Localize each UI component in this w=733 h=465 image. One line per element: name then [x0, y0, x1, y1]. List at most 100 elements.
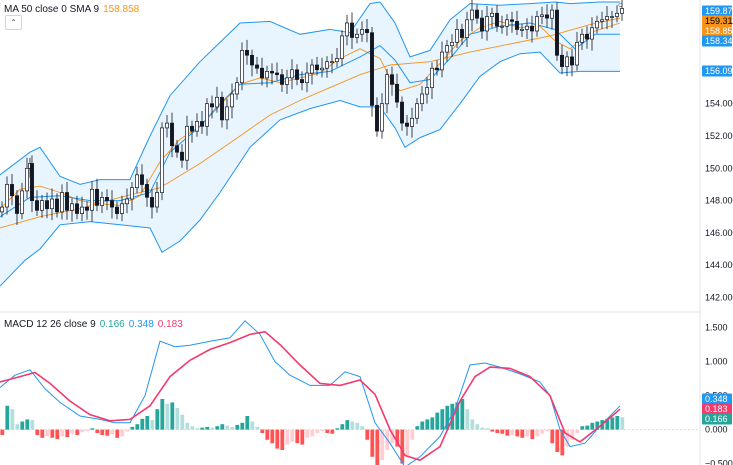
candle[interactable]: [615, 12, 619, 17]
candle[interactable]: [385, 74, 389, 105]
candle[interactable]: [155, 192, 159, 208]
candle[interactable]: [390, 74, 394, 85]
price-tag[interactable]: [702, 5, 732, 17]
candle[interactable]: [255, 64, 259, 69]
candle[interactable]: [235, 82, 239, 95]
candle[interactable]: [520, 29, 524, 31]
candle[interactable]: [5, 184, 9, 208]
candle[interactable]: [435, 67, 439, 71]
candle[interactable]: [170, 122, 174, 147]
candle[interactable]: [570, 56, 574, 66]
candle[interactable]: [280, 74, 284, 85]
candle[interactable]: [510, 19, 514, 22]
candle[interactable]: [590, 27, 594, 40]
candle[interactable]: [545, 14, 549, 19]
candle[interactable]: [365, 29, 369, 33]
price-tag[interactable]: [702, 35, 732, 47]
candle[interactable]: [260, 67, 264, 79]
candle[interactable]: [340, 35, 344, 59]
candle[interactable]: [485, 16, 489, 32]
candle[interactable]: [25, 167, 29, 192]
candle[interactable]: [600, 19, 604, 22]
candle[interactable]: [285, 77, 289, 85]
candle[interactable]: [115, 206, 119, 214]
candle[interactable]: [60, 192, 64, 213]
candle[interactable]: [490, 12, 494, 17]
candle[interactable]: [580, 33, 584, 43]
candle[interactable]: [460, 29, 464, 38]
candle[interactable]: [105, 197, 109, 201]
macd-legend[interactable]: MACD 12 26 close 9 0.166 0.348 0.183: [4, 319, 187, 330]
candle[interactable]: [275, 72, 279, 75]
candle[interactable]: [330, 61, 334, 64]
candle[interactable]: [555, 9, 559, 56]
candle[interactable]: [430, 67, 434, 88]
candle[interactable]: [375, 104, 379, 132]
candle[interactable]: [305, 72, 309, 84]
candle[interactable]: [455, 29, 459, 43]
candle[interactable]: [210, 103, 214, 108]
candle[interactable]: [135, 174, 139, 189]
price-tag[interactable]: [702, 25, 732, 37]
price-tag[interactable]: [702, 15, 732, 27]
candle[interactable]: [45, 200, 49, 210]
candle[interactable]: [145, 184, 149, 198]
candle[interactable]: [610, 16, 614, 18]
candle[interactable]: [100, 197, 104, 206]
candle[interactable]: [40, 200, 44, 211]
chevron-up-icon[interactable]: ⌃: [5, 15, 22, 30]
candle[interactable]: [20, 190, 24, 214]
candle[interactable]: [230, 93, 234, 108]
candle[interactable]: [180, 151, 184, 161]
candle[interactable]: [370, 32, 374, 106]
candle[interactable]: [90, 188, 94, 211]
candle[interactable]: [360, 29, 364, 35]
candle[interactable]: [175, 145, 179, 153]
candle[interactable]: [245, 50, 249, 56]
candle[interactable]: [195, 121, 199, 132]
candle[interactable]: [515, 21, 519, 30]
candle[interactable]: [30, 163, 34, 201]
candle[interactable]: [500, 25, 504, 28]
candle[interactable]: [35, 200, 39, 211]
candle[interactable]: [440, 51, 444, 71]
candle[interactable]: [575, 42, 579, 66]
candle[interactable]: [160, 127, 164, 193]
candle[interactable]: [125, 198, 129, 205]
price-tag[interactable]: [702, 65, 732, 77]
candle[interactable]: [75, 203, 79, 214]
candle[interactable]: [150, 197, 154, 208]
candle[interactable]: [295, 69, 299, 80]
candle[interactable]: [95, 188, 99, 206]
candle[interactable]: [65, 192, 69, 211]
candle[interactable]: [425, 87, 429, 95]
candle[interactable]: [450, 42, 454, 46]
candle[interactable]: [315, 64, 319, 71]
candle[interactable]: [550, 9, 554, 19]
candle[interactable]: [525, 25, 529, 30]
candle[interactable]: [55, 198, 59, 213]
candle[interactable]: [410, 117, 414, 127]
candle[interactable]: [70, 203, 74, 211]
candle[interactable]: [120, 203, 124, 214]
candle[interactable]: [415, 103, 419, 119]
candle[interactable]: [140, 174, 144, 185]
candle[interactable]: [325, 61, 329, 69]
candle[interactable]: [190, 125, 194, 132]
candle[interactable]: [265, 71, 269, 79]
candle[interactable]: [595, 21, 599, 29]
macd-value-tag[interactable]: [702, 403, 732, 415]
candle[interactable]: [505, 19, 509, 27]
candle[interactable]: [530, 25, 534, 32]
candle[interactable]: [470, 9, 474, 21]
candle[interactable]: [0, 206, 4, 213]
candle[interactable]: [400, 101, 404, 124]
candle[interactable]: [250, 54, 254, 66]
candle[interactable]: [335, 58, 339, 63]
candle[interactable]: [480, 17, 484, 32]
candle[interactable]: [290, 69, 294, 79]
candle[interactable]: [220, 96, 224, 121]
candle[interactable]: [165, 122, 169, 129]
candle[interactable]: [215, 96, 219, 108]
candle[interactable]: [565, 56, 569, 67]
